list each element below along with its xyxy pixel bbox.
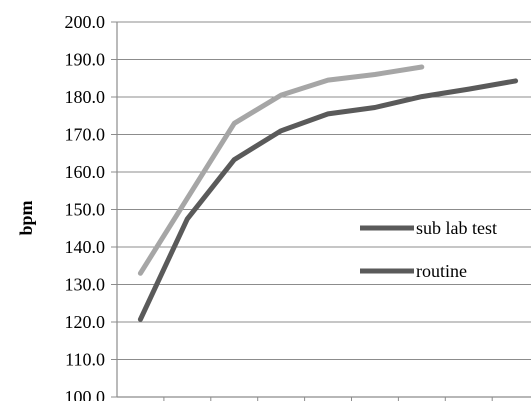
y-tick-label: 200.0 (65, 12, 106, 32)
y-tick-label: 100.0 (65, 387, 106, 401)
series-layer (137, 64, 519, 322)
y-axis-title: bpm (16, 200, 36, 235)
y-tick-label: 120.0 (65, 312, 106, 332)
y-tick-label: 170.0 (65, 125, 106, 145)
y-axis-ticks: 100.0 110.0 120.0 130.0 140.0 150.0 160.0 170.0… (65, 12, 117, 401)
y-tick-label: 160.0 (65, 162, 106, 182)
y-tick-label: 150.0 (65, 200, 106, 220)
series-line-routine (137, 64, 425, 276)
x-axis-ticks (163, 397, 493, 401)
y-tick-label: 180.0 (65, 87, 106, 107)
series-line-sub-lab-test (137, 78, 519, 322)
legend-label-sub-lab-test: sub lab test (416, 218, 497, 238)
legend: sub lab test routine (360, 218, 497, 281)
y-tick-label: 130.0 (65, 275, 106, 295)
legend-label-routine: routine (416, 261, 467, 281)
y-tick-label: 190.0 (65, 50, 106, 70)
y-tick-label: 110.0 (65, 350, 105, 370)
gridlines (117, 21, 531, 360)
y-tick-label: 140.0 (65, 237, 106, 257)
